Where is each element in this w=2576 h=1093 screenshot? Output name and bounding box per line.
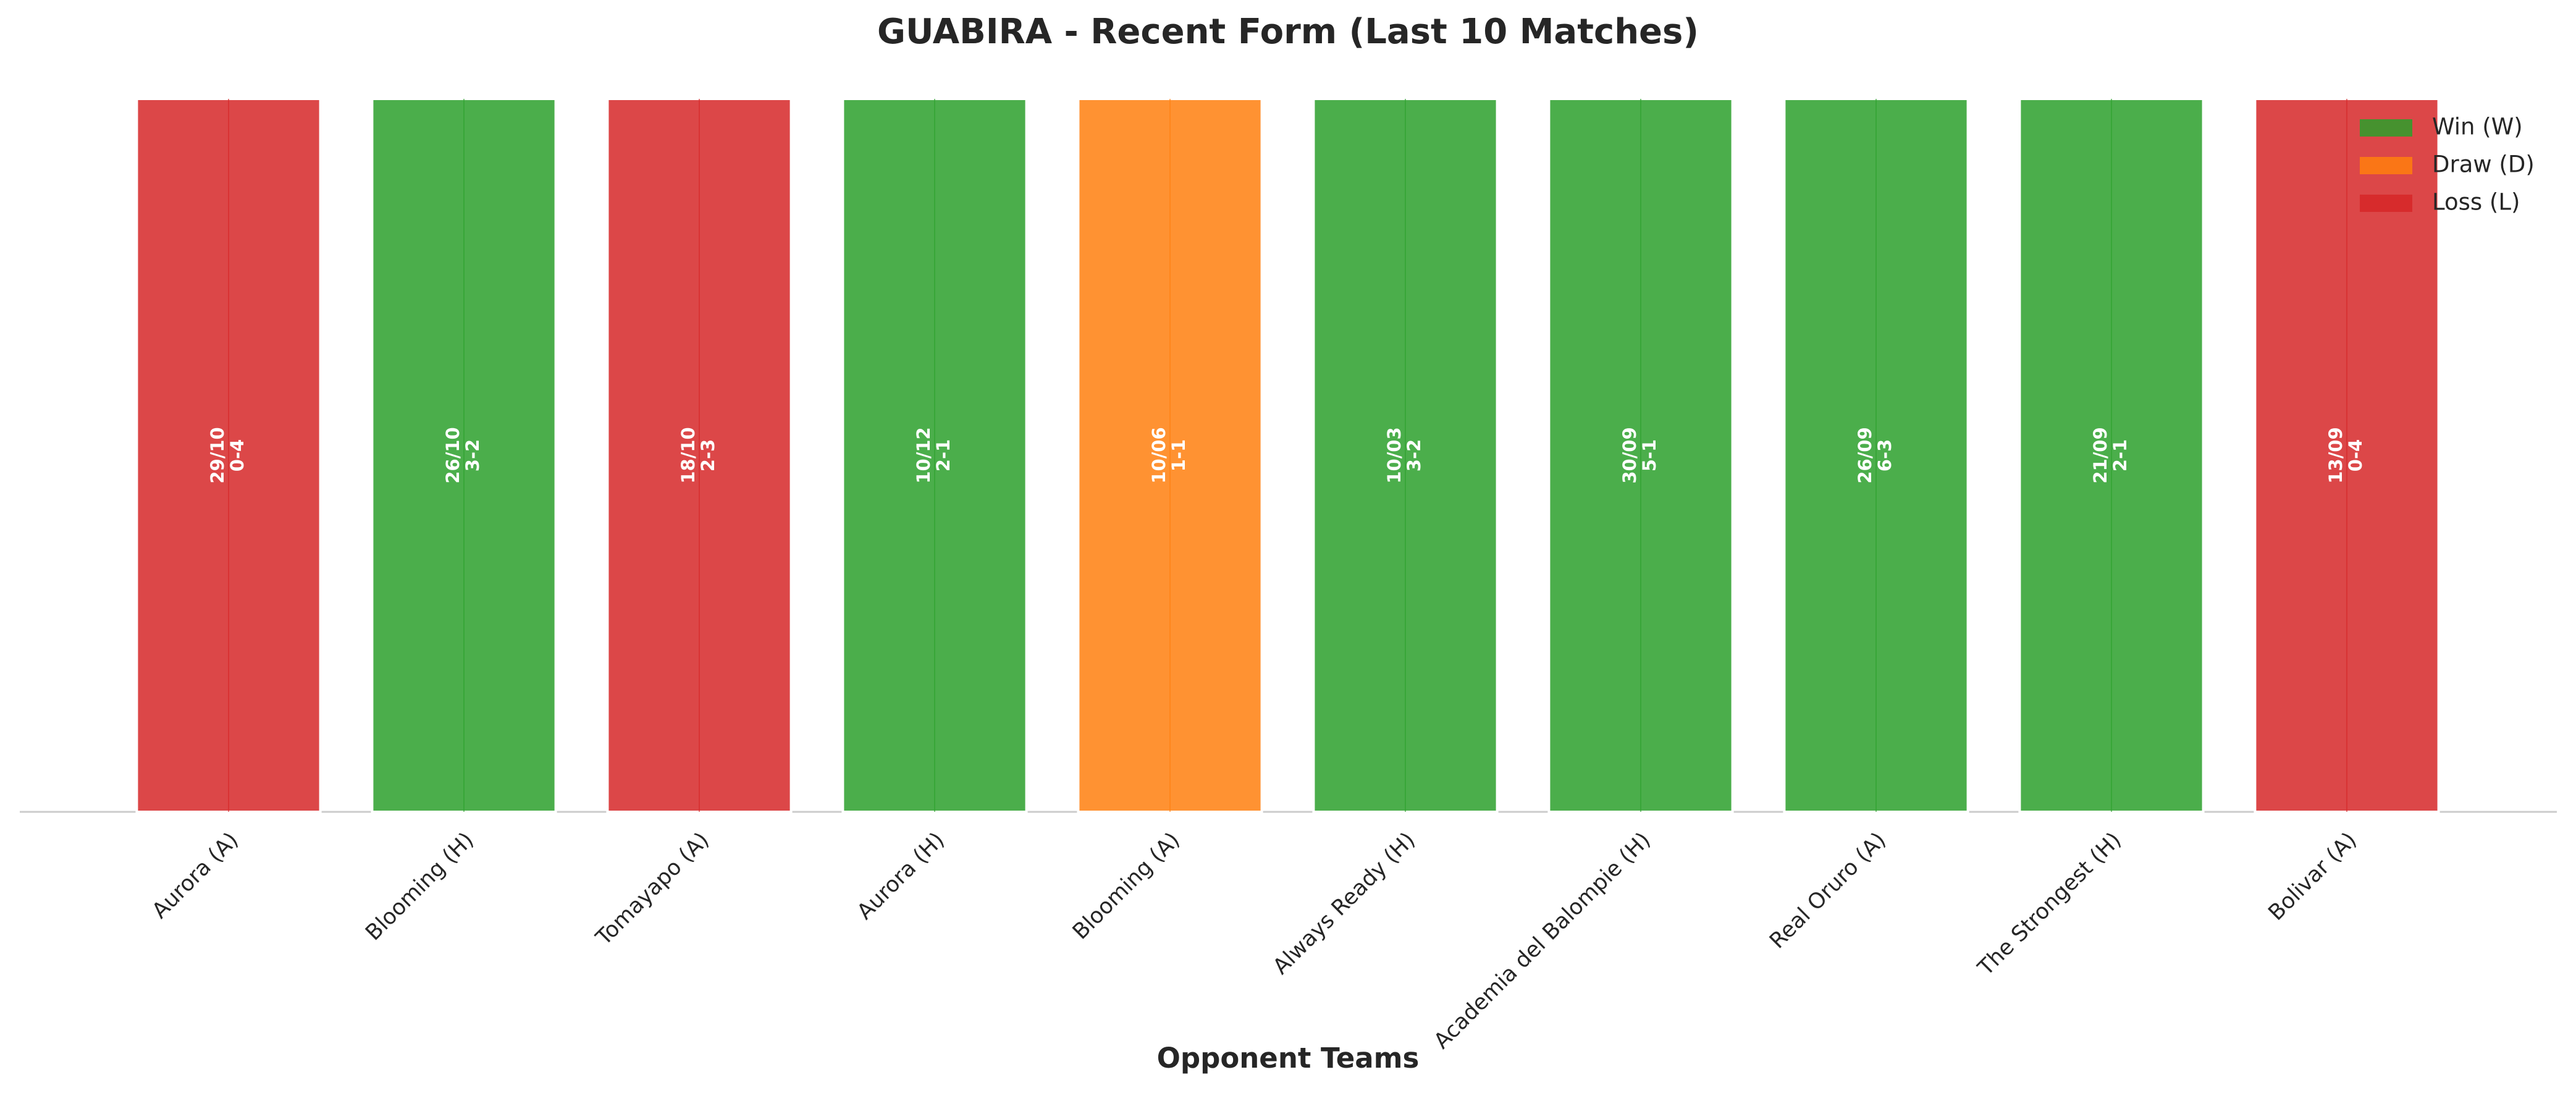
bar-score-label: 0-4 [2345, 439, 2366, 471]
bar-date-label: 26/10 [442, 427, 463, 483]
bar-score-label: 3-2 [1404, 439, 1425, 471]
bar-score-label: 2-3 [697, 439, 718, 471]
legend-label: Win (W) [2432, 114, 2523, 140]
bar-date-label: 13/09 [2325, 427, 2346, 483]
legend-label: Draw (D) [2432, 151, 2535, 178]
bar-date-label: 26/09 [1854, 427, 1875, 483]
bar-score-label: 3-2 [462, 439, 483, 471]
bar-date-label: 30/09 [1619, 427, 1640, 483]
bar-score-label: 0-4 [227, 439, 248, 471]
bar-score-label: 5-1 [1639, 439, 1660, 471]
legend-swatch [2360, 195, 2412, 212]
bar-score-label: 2-1 [933, 439, 954, 471]
legend-swatch [2360, 119, 2412, 137]
bar-date-label: 10/03 [1384, 427, 1405, 483]
legend-swatch [2360, 157, 2412, 174]
legend-label: Loss (L) [2432, 189, 2520, 216]
bar-date-label: 10/12 [913, 427, 934, 483]
bar-date-label: 10/06 [1148, 427, 1169, 483]
bar-score-label: 1-1 [1168, 439, 1189, 471]
chart-title: GUABIRA - Recent Form (Last 10 Matches) [877, 12, 1699, 52]
bar-score-label: 6-3 [1874, 439, 1895, 471]
bar-date-label: 29/10 [207, 427, 228, 483]
bar-date-label: 18/10 [678, 427, 699, 483]
x-axis-label: Opponent Teams [1157, 1042, 1420, 1074]
bar-score-label: 2-1 [2110, 439, 2131, 471]
bar-date-label: 21/09 [2090, 427, 2111, 483]
